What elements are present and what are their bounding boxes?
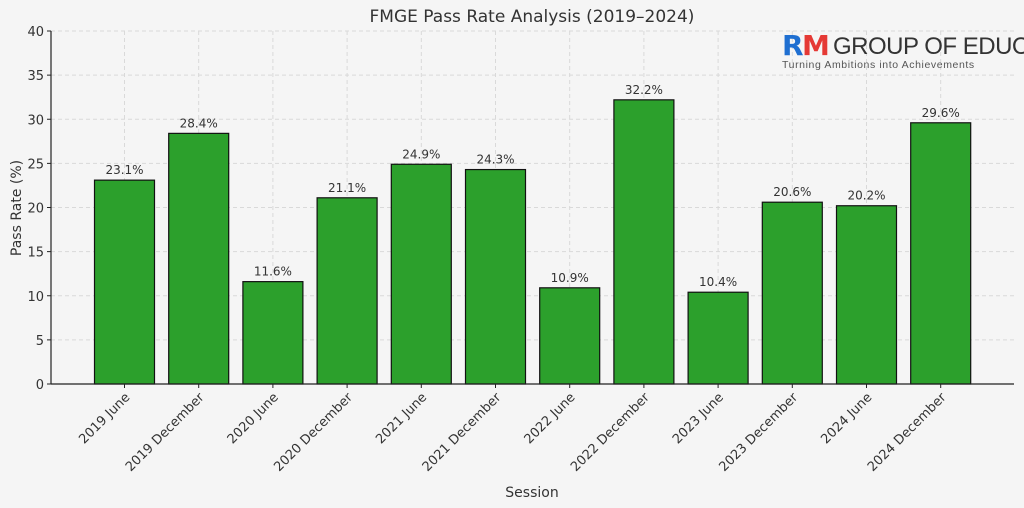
bar bbox=[390, 163, 452, 385]
x-tick-label: 2022 December bbox=[568, 390, 653, 475]
x-tick-label: 2020 June bbox=[225, 390, 282, 447]
x-tick-label: 2019 December bbox=[123, 390, 208, 475]
logo-letter-r: R bbox=[782, 29, 804, 62]
bar bbox=[910, 122, 972, 385]
y-tick-label: 25 bbox=[27, 157, 44, 172]
bar bbox=[242, 281, 304, 385]
bar bbox=[93, 179, 156, 385]
y-tick-label: 0 bbox=[36, 378, 44, 393]
y-tick-label: 35 bbox=[27, 69, 44, 84]
bar bbox=[316, 197, 378, 385]
x-tick-label: 2022 June bbox=[522, 390, 579, 447]
bar bbox=[464, 168, 527, 385]
x-tick-label: 2020 December bbox=[271, 390, 356, 475]
x-axis-label: Session bbox=[505, 485, 558, 501]
bar bbox=[168, 132, 230, 385]
bar bbox=[539, 287, 601, 385]
data-label: 10.4% bbox=[699, 275, 737, 289]
data-label: 11.6% bbox=[254, 265, 292, 279]
data-label: 24.3% bbox=[476, 153, 514, 167]
data-label: 24.9% bbox=[402, 147, 440, 161]
bar bbox=[687, 291, 749, 385]
x-tick-label: 2023 December bbox=[717, 390, 802, 475]
y-ticks: 0 5 10 15 20 25 30 35 40 bbox=[27, 25, 51, 393]
y-tick-label: 30 bbox=[27, 113, 44, 128]
data-label: 20.2% bbox=[847, 189, 885, 203]
logo-brand-text: GROUP OF EDUCATION bbox=[833, 33, 1024, 60]
x-tick-label: 2023 June bbox=[670, 390, 727, 447]
y-tick-label: 5 bbox=[36, 334, 44, 349]
data-label: 20.6% bbox=[773, 185, 811, 199]
data-label: 10.9% bbox=[551, 271, 589, 285]
y-tick-label: 20 bbox=[27, 202, 44, 217]
y-axis-label: Pass Rate (%) bbox=[9, 160, 25, 256]
y-tick-label: 10 bbox=[27, 290, 44, 305]
x-tick-label: 2019 June bbox=[76, 390, 133, 447]
data-label: 32.2% bbox=[625, 83, 663, 97]
y-tick-label: 40 bbox=[27, 25, 44, 40]
y-tick-label: 15 bbox=[27, 246, 44, 261]
x-tick-label: 2024 June bbox=[818, 390, 875, 447]
logo-tagline: Turning Ambitions into Achievements bbox=[782, 59, 975, 71]
x-tick-label: 2024 December bbox=[865, 390, 950, 475]
data-label: 23.1% bbox=[105, 163, 143, 177]
company-logo: R M GROUP OF EDUCATION Turning Ambitions… bbox=[782, 29, 1024, 71]
data-labels: 23.1% 28.4% 11.6% 21.1% 24.9% 24.3% 10.9% 32.2%… bbox=[105, 83, 959, 289]
data-label: 21.1% bbox=[328, 181, 366, 195]
data-label: 29.6% bbox=[922, 106, 960, 120]
logo-letter-m: M bbox=[802, 29, 830, 62]
chart-title: FMGE Pass Rate Analysis (2019–2024) bbox=[370, 7, 695, 27]
bar bbox=[761, 201, 823, 385]
bars bbox=[93, 99, 972, 385]
bar bbox=[835, 205, 898, 385]
x-tick-label: 2021 June bbox=[373, 390, 430, 447]
bar bbox=[613, 99, 675, 385]
x-tick-label: 2021 December bbox=[420, 390, 505, 475]
data-label: 28.4% bbox=[180, 116, 218, 130]
